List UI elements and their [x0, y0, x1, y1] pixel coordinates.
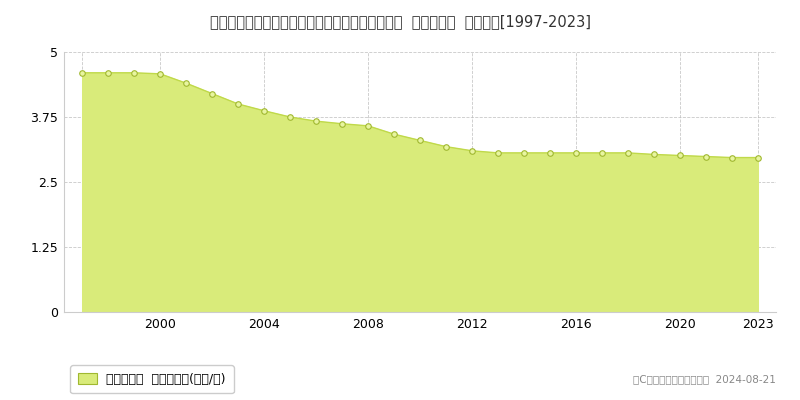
- Text: （C）土地価格ドットコム  2024-08-21: （C）土地価格ドットコム 2024-08-21: [633, 374, 776, 384]
- Text: 福島県会津若松市高野町大字界沢字界沢１１２番  基準地価格  地価推移[1997-2023]: 福島県会津若松市高野町大字界沢字界沢１１２番 基準地価格 地価推移[1997-2…: [210, 14, 590, 29]
- Legend: 基準地価格  平均坪単価(万円/坪): 基準地価格 平均坪単価(万円/坪): [70, 365, 234, 393]
